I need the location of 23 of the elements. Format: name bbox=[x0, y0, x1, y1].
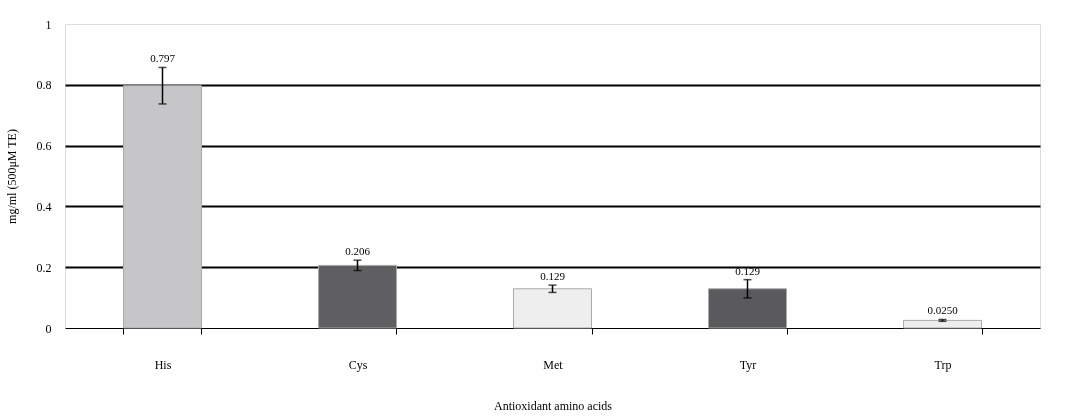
x-tick-label: Tyr bbox=[739, 357, 757, 372]
x-tick-label: Cys bbox=[348, 357, 368, 372]
y-tick-label: 1 bbox=[45, 17, 52, 32]
data-label: 0.797 bbox=[150, 52, 176, 65]
y-tick-label: 0.4 bbox=[36, 199, 52, 214]
bar bbox=[903, 319, 982, 329]
x-axis-title: Antioxidant amino acids bbox=[494, 398, 613, 413]
data-label: 0.0250 bbox=[927, 304, 959, 317]
bar bbox=[708, 288, 787, 329]
x-tick-label: His bbox=[154, 357, 172, 372]
data-label: 0.129 bbox=[735, 264, 761, 277]
data-label: 0.206 bbox=[345, 245, 371, 258]
bar bbox=[318, 264, 397, 329]
y-axis-title: mg/ml (500μM TE) bbox=[4, 129, 19, 224]
y-tick-label: 0.8 bbox=[36, 78, 52, 93]
y-tick-label: 0.6 bbox=[36, 139, 52, 154]
y-tick-label: 0.2 bbox=[36, 260, 52, 275]
bar bbox=[123, 85, 202, 329]
y-tick-label: 0 bbox=[45, 321, 52, 336]
x-tick-label: Met bbox=[543, 357, 564, 372]
bar bbox=[513, 288, 592, 329]
x-tick-label: Trp bbox=[934, 357, 952, 372]
data-label: 0.129 bbox=[540, 270, 566, 283]
